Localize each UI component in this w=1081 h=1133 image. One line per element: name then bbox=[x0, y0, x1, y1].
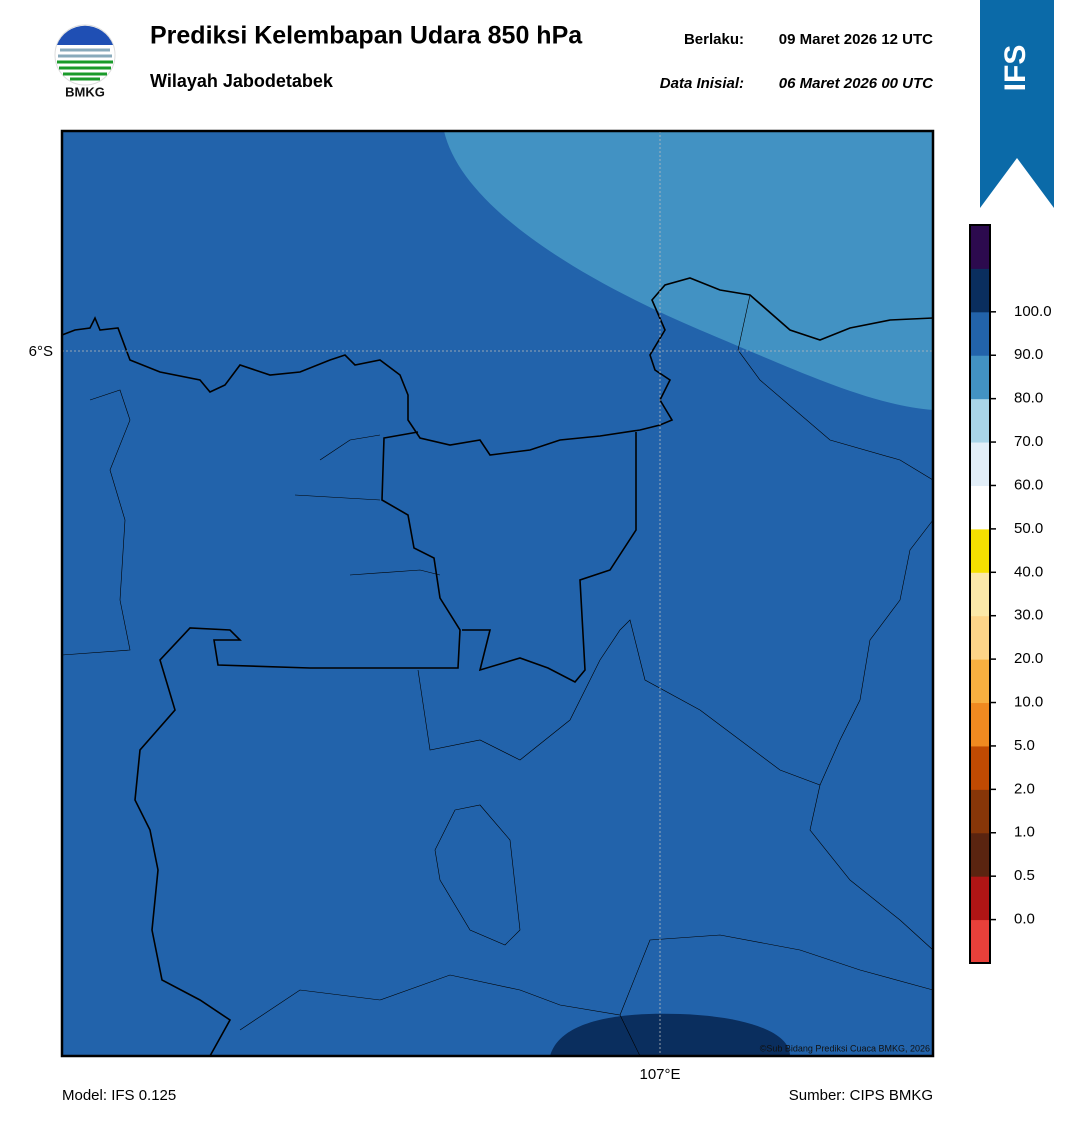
init-value: 06 Maret 2026 00 UTC bbox=[779, 75, 934, 92]
colorbar-label: 60.0 bbox=[1014, 476, 1043, 493]
colorbar-segment bbox=[970, 659, 990, 704]
colorbar-segment bbox=[970, 572, 990, 617]
footer-model: Model: IFS 0.125 bbox=[62, 1087, 176, 1104]
credit: ©Sub Bidang Prediksi Cuaca BMKG, 2026 bbox=[760, 1043, 930, 1053]
colorbar-label: 20.0 bbox=[1014, 650, 1043, 667]
colorbar-label: 50.0 bbox=[1014, 520, 1043, 537]
lon-label: 107°E bbox=[639, 1066, 680, 1083]
colorbar-segment bbox=[970, 355, 990, 400]
colorbar-segment bbox=[970, 832, 990, 877]
colorbar-segment bbox=[970, 311, 990, 356]
colorbar-label: 100.0 bbox=[1014, 303, 1052, 320]
logo: BMKG bbox=[54, 24, 116, 99]
colorbar-label: 40.0 bbox=[1014, 563, 1043, 580]
title: Prediksi Kelembapan Udara 850 hPa bbox=[150, 22, 583, 50]
colorbar-segment bbox=[970, 745, 990, 790]
colorbar-segment bbox=[970, 528, 990, 573]
valid-value: 09 Maret 2026 12 UTC bbox=[779, 31, 933, 48]
colorbar-label: 80.0 bbox=[1014, 390, 1043, 407]
colorbar-segment bbox=[970, 702, 990, 747]
badge bbox=[980, 0, 1054, 208]
colorbar-label: 70.0 bbox=[1014, 433, 1043, 450]
badge-text: IFS bbox=[999, 45, 1032, 92]
colorbar-segment bbox=[970, 485, 990, 530]
colorbar: 0.0 0.5 1.0 2.0 5.0 10.0 20.0 30.0 40.0 50.0 60.0 7… bbox=[969, 224, 1052, 964]
colorbar-segment bbox=[970, 615, 990, 660]
colorbar-label: 90.0 bbox=[1014, 346, 1043, 363]
init-label: Data Inisial: bbox=[660, 75, 744, 92]
colorbar-label: 5.0 bbox=[1014, 737, 1035, 754]
colorbar-segment bbox=[970, 225, 990, 269]
map bbox=[60, 129, 935, 1058]
colorbar-label: 30.0 bbox=[1014, 607, 1043, 624]
colorbar-segment bbox=[970, 442, 990, 486]
subtitle: Wilayah Jabodetabek bbox=[150, 71, 334, 91]
colorbar-label: 2.0 bbox=[1014, 780, 1035, 797]
colorbar-segment bbox=[970, 268, 990, 313]
lat-label: 6°S bbox=[29, 343, 53, 360]
colorbar-frame bbox=[969, 224, 991, 964]
colorbar-label: 1.0 bbox=[1014, 824, 1035, 841]
footer-source: Sumber: CIPS BMKG bbox=[789, 1087, 933, 1104]
colorbar-label: 10.0 bbox=[1014, 693, 1043, 710]
colorbar-segment bbox=[970, 919, 990, 964]
logo-text: BMKG bbox=[65, 84, 105, 99]
colorbar-label: 0.5 bbox=[1014, 867, 1035, 884]
colorbar-segment bbox=[970, 789, 990, 834]
colorbar-segment bbox=[970, 398, 990, 443]
valid-label: Berlaku: bbox=[684, 31, 744, 48]
colorbar-label: 0.0 bbox=[1014, 911, 1035, 928]
colorbar-segment bbox=[970, 876, 990, 921]
